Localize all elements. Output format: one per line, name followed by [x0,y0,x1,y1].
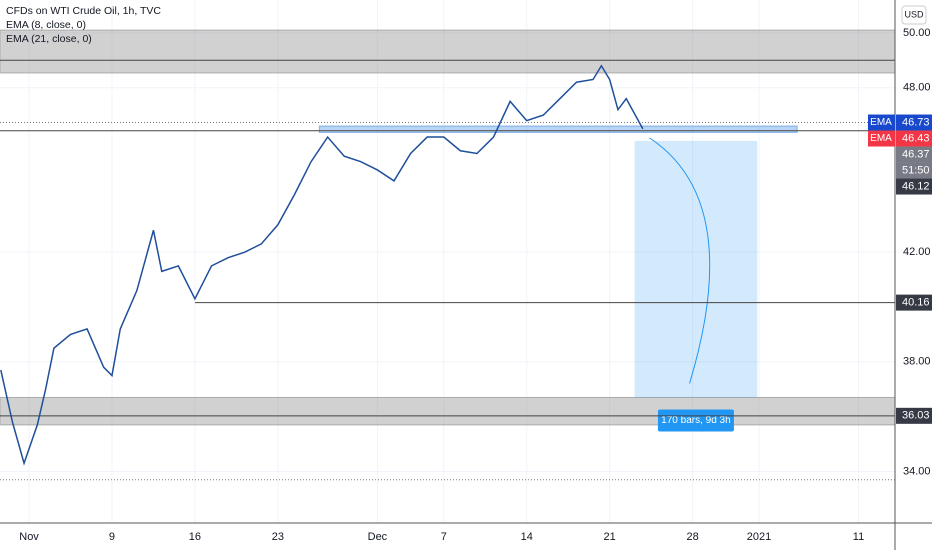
price-tag-bg [896,146,932,163]
price-tag-bg [896,130,932,147]
x-tick-label: 2021 [747,531,771,543]
x-tick-label: 16 [189,531,201,543]
x-tick-label: Nov [19,531,39,543]
x-tick-label: 7 [441,531,447,543]
x-tick-label: 14 [521,531,533,543]
projection-curve [649,137,711,384]
price-tag-value: 46.43 [902,132,930,144]
currency-box [901,5,927,25]
price-tag: 46.43 EMA [868,130,932,147]
price-tag: 46.37 51:50 [896,146,932,179]
zone [0,29,896,74]
projection-label: 170 bars, 9d 3h [661,415,731,426]
x-tick-label: 23 [272,531,284,543]
price-tag-name-bg [868,130,895,147]
y-tick-label: 48.00 [903,82,931,94]
currency: USD [904,9,924,19]
x-tick-label: 21 [604,531,616,543]
price-tag-name: EMA [870,133,892,144]
price-tag-value: 46.37 [902,148,930,160]
price-tag-bg [896,294,932,311]
price-tag-bg [896,114,932,131]
price-tag-bg [896,178,932,195]
y-tick-label: 50.00 [903,27,931,39]
price-tag-bg [896,407,932,424]
legend-entry: EMA (8, close, 0) [6,19,86,31]
price-tag: 46.73 EMA [868,114,932,131]
zone [318,125,798,133]
price-tag-value: 40.16 [902,297,930,309]
countdown-bg [896,162,932,179]
price-tag-value: 36.03 [902,410,930,422]
projection-label-bg [657,409,734,432]
y-tick-label: 38.00 [903,356,931,368]
price-tag-name: EMA [870,117,892,128]
y-tick-label: 42.00 [903,246,931,258]
legend-entry: EMA (21, close, 0) [6,33,92,45]
x-tick-label: 28 [686,531,698,543]
price-tag-value: 46.12 [902,180,930,192]
price-tag: 36.03 [896,407,932,424]
x-tick-label: 9 [109,531,115,543]
x-tick-label: Dec [368,531,388,543]
zone [0,396,896,426]
price-tag: 46.12 [896,178,932,195]
y-tick-label: 34.00 [903,465,931,477]
x-tick-label: 11 [853,531,864,543]
countdown: 51:50 [902,164,930,176]
price-tag: 40.16 [896,294,932,311]
projection-box [634,140,758,398]
price-tag-value: 46.73 [902,116,930,128]
legend-entry: CFDs on WTI Crude Oil, 1h, TVC [6,5,161,17]
price-axis-bg [895,0,932,550]
price-line [0,64,644,466]
price-tag-name-bg [868,114,895,131]
